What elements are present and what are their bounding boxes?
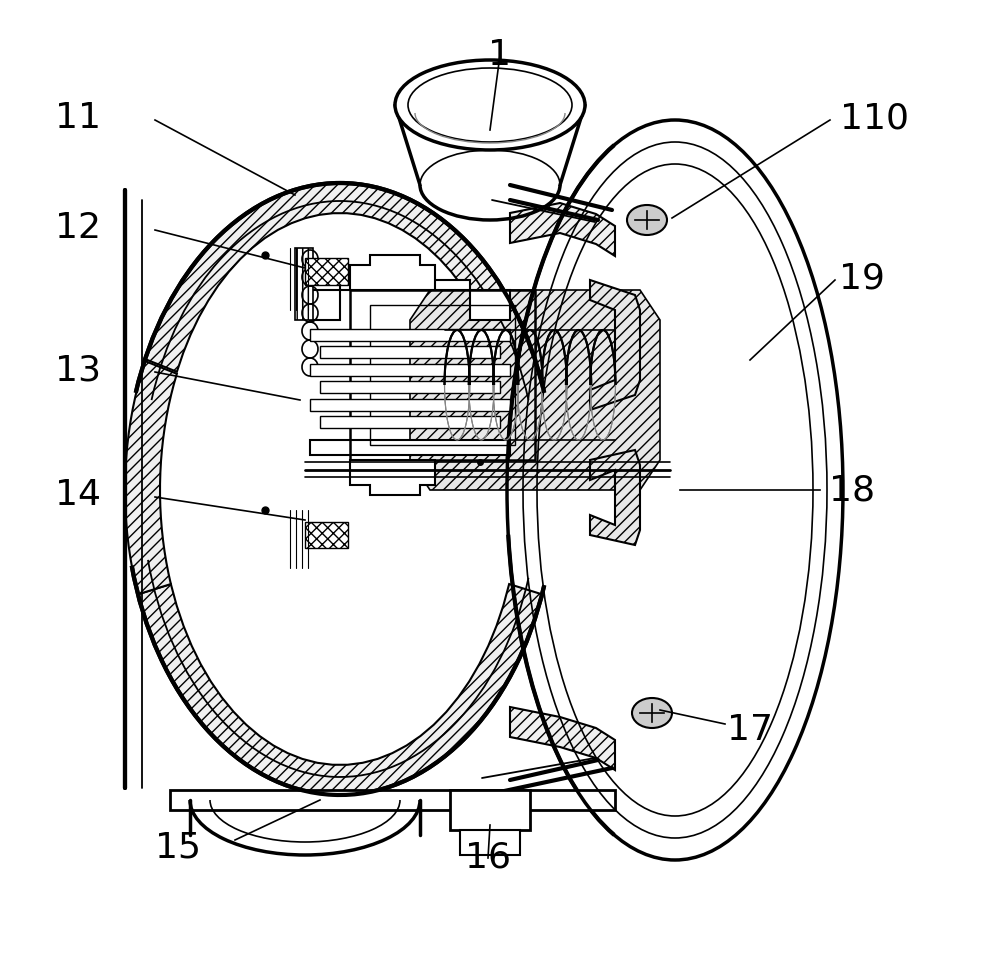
Polygon shape [350,460,435,495]
Polygon shape [590,450,640,545]
Ellipse shape [408,68,572,142]
Polygon shape [310,399,510,411]
Polygon shape [460,830,520,855]
Polygon shape [305,522,348,548]
Polygon shape [125,361,177,594]
Text: 13: 13 [55,353,101,387]
Text: 19: 19 [839,261,885,295]
Text: 16: 16 [465,841,511,875]
Text: 12: 12 [55,211,101,245]
Text: 17: 17 [727,713,773,747]
Text: 18: 18 [829,473,875,507]
Polygon shape [305,258,348,285]
Polygon shape [320,416,500,428]
Polygon shape [510,707,615,770]
Polygon shape [145,183,535,372]
Polygon shape [510,203,615,256]
Polygon shape [310,329,510,341]
Ellipse shape [632,698,672,728]
Polygon shape [320,346,500,358]
Ellipse shape [505,118,845,862]
Polygon shape [310,280,510,320]
Polygon shape [295,248,313,320]
Polygon shape [170,790,615,810]
Text: 11: 11 [55,101,101,135]
Polygon shape [450,790,530,830]
Text: 15: 15 [155,831,201,865]
Polygon shape [310,440,510,455]
Polygon shape [310,364,510,376]
Polygon shape [590,280,640,410]
Polygon shape [410,290,660,490]
Polygon shape [320,381,500,393]
Text: 14: 14 [55,478,101,512]
Text: 1: 1 [488,38,512,72]
Polygon shape [138,584,542,794]
Polygon shape [155,125,646,854]
Ellipse shape [627,205,667,235]
Ellipse shape [395,60,585,150]
Text: 110: 110 [840,101,910,135]
Polygon shape [350,255,435,290]
